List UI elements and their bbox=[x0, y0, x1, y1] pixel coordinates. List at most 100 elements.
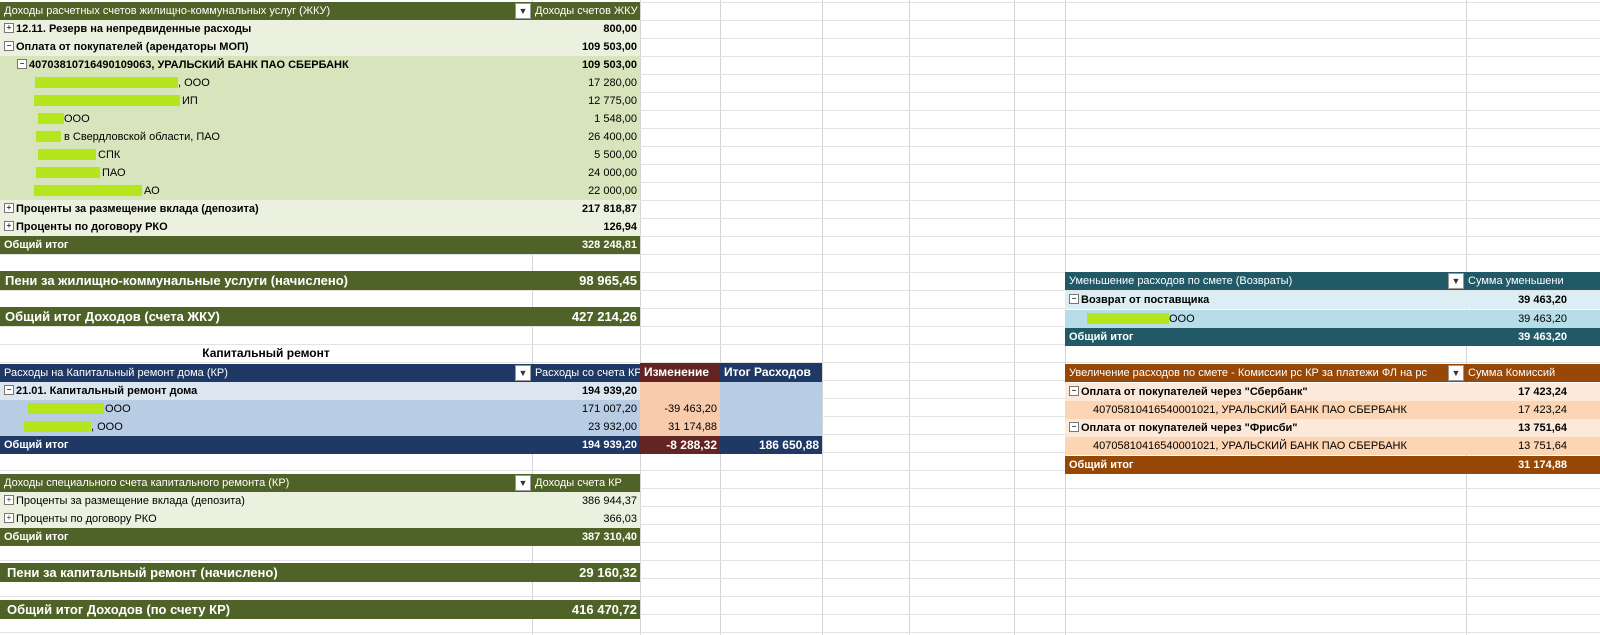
collapse-icon[interactable]: − bbox=[1069, 422, 1079, 433]
kr-exp-row-repair[interactable]: −21.01. Капитальный ремонт дома 194 939,… bbox=[0, 382, 640, 400]
redaction bbox=[34, 185, 142, 196]
grid-line bbox=[0, 578, 1600, 579]
filter-icon[interactable]: ▼ bbox=[515, 365, 531, 381]
commissions-row-sber[interactable]: − Оплата от покупателей через "Сбербанк" … bbox=[1065, 383, 1600, 401]
redaction bbox=[36, 167, 100, 178]
change-cell-2: 31 174,88 bbox=[640, 418, 720, 436]
grid-line bbox=[0, 2, 1600, 3]
commissions-row-frisbi-account: 40705810416540001021, УРАЛЬСКИЙ БАНК ПАО… bbox=[1065, 437, 1600, 455]
kr-inc-row-rko[interactable]: + Проценты по договору РКО 366,03 bbox=[0, 510, 640, 528]
grid-line bbox=[0, 128, 1600, 129]
grid-line bbox=[0, 182, 1600, 183]
gku-row-payer-4: в Свердловской области, ПАО 26 400,00 bbox=[0, 128, 640, 146]
change-header: Изменение bbox=[640, 363, 720, 382]
filter-icon[interactable]: ▼ bbox=[1448, 273, 1464, 289]
commissions-row-frisbi[interactable]: − Оплата от покупателей через "Фрисби" 13… bbox=[1065, 419, 1600, 437]
returns-header: Уменьшение расходов по смете (Возвраты) … bbox=[1065, 272, 1600, 290]
filter-icon[interactable]: ▼ bbox=[515, 3, 531, 19]
gku-row-payer-6: ПАО 24 000,00 bbox=[0, 164, 640, 182]
redaction bbox=[38, 149, 96, 160]
gku-row-payer-7: АО 22 000,00 bbox=[0, 182, 640, 200]
grid-line bbox=[0, 614, 1600, 615]
kr-inc-row-deposit[interactable]: + Проценты за размещение вклада (депозита… bbox=[0, 492, 640, 510]
expand-icon[interactable]: + bbox=[4, 495, 14, 506]
grid-line bbox=[0, 470, 1600, 471]
gku-header: Доходы расчетных счетов жилищно-коммунал… bbox=[0, 2, 640, 20]
gku-row-account[interactable]: −40703810716490109063, УРАЛЬСКИЙ БАНК ПА… bbox=[0, 56, 640, 74]
kr-inc-header: Доходы специального счета капитального р… bbox=[0, 474, 640, 492]
redaction bbox=[28, 403, 104, 414]
total-exp-cells bbox=[720, 382, 822, 436]
redaction bbox=[36, 131, 61, 142]
gku-total: Общий итог 328 248,81 bbox=[0, 236, 640, 254]
kr-title: Капитальный ремонт bbox=[202, 346, 330, 360]
collapse-icon[interactable]: − bbox=[1069, 294, 1079, 305]
grid-line bbox=[0, 20, 1600, 21]
gku-header-label: Доходы расчетных счетов жилищно-коммунал… bbox=[4, 5, 331, 17]
grid-line bbox=[0, 596, 1600, 597]
grid-line bbox=[0, 506, 1600, 507]
filter-icon[interactable]: ▼ bbox=[515, 475, 531, 491]
grid-line bbox=[0, 236, 1600, 237]
expand-icon[interactable]: + bbox=[4, 221, 14, 232]
grid-line bbox=[0, 164, 1600, 165]
gku-row-payer-5: СПК 5 500,00 bbox=[0, 146, 640, 164]
gku-row-deposit[interactable]: + Проценты за размещение вклада (депозита… bbox=[0, 200, 640, 218]
grid-line bbox=[0, 110, 1600, 111]
kr-exp-row-2: , ООО 23 932,00 bbox=[0, 418, 640, 436]
grid-line bbox=[0, 326, 1600, 327]
grid-line bbox=[0, 308, 1600, 309]
gku-row-payer-1: , ООО 17 280,00 bbox=[0, 74, 640, 92]
grid-line bbox=[0, 146, 1600, 147]
grid-line bbox=[0, 200, 1600, 201]
gku-row-payer-2: ИП 12 775,00 bbox=[0, 92, 640, 110]
expand-icon[interactable]: + bbox=[4, 23, 14, 34]
commissions-header: Увеличение расходов по смете - Комиссии … bbox=[1065, 364, 1600, 382]
expand-icon[interactable]: + bbox=[4, 203, 14, 214]
returns-row-company: ООО 39 463,20 bbox=[1065, 310, 1600, 328]
total-exp-final: 186 650,88 bbox=[720, 436, 822, 454]
gku-row-reserve[interactable]: +12.11. Резерв на непредвиденные расходы… bbox=[0, 20, 640, 38]
collapse-icon[interactable]: − bbox=[4, 41, 14, 52]
grid-line bbox=[0, 632, 1600, 633]
collapse-icon[interactable]: − bbox=[4, 385, 14, 396]
redaction bbox=[38, 113, 64, 124]
total-kr: Общий итог Доходов (по счету КР) 416 470… bbox=[0, 600, 640, 619]
grid-line bbox=[0, 38, 1600, 39]
grid-line bbox=[0, 362, 1600, 363]
change-cell-0 bbox=[640, 382, 720, 400]
redaction bbox=[34, 95, 180, 106]
returns-total: Общий итог 39 463,20 bbox=[1065, 328, 1600, 346]
kr-exp-row-1: ООО 171 007,20 bbox=[0, 400, 640, 418]
grid-line bbox=[0, 488, 1600, 489]
grid-line bbox=[0, 542, 1600, 543]
returns-row-supplier[interactable]: − Возврат от поставщика 39 463,20 bbox=[1065, 291, 1600, 309]
grid-line bbox=[0, 560, 1600, 561]
collapse-icon[interactable]: − bbox=[1069, 386, 1079, 397]
redaction bbox=[1087, 313, 1169, 324]
gku-row-mop[interactable]: − Оплата от покупателей (арендаторы МОП) … bbox=[0, 38, 640, 56]
grid-line bbox=[0, 344, 1600, 345]
collapse-icon[interactable]: − bbox=[17, 59, 27, 70]
total-exp-header: Итог Расходов bbox=[720, 363, 822, 382]
total-gku: Общий итог Доходов (счета ЖКУ) 427 214,2… bbox=[0, 307, 640, 326]
kr-exp-header: Расходы на Капитальный ремонт дома (КР) … bbox=[0, 364, 640, 382]
grid-line bbox=[0, 74, 1600, 75]
gku-row-payer-3: ООО 1 548,00 bbox=[0, 110, 640, 128]
peni-kr: Пени за капитальный ремонт (начислено) 2… bbox=[0, 563, 640, 582]
change-cell-1: -39 463,20 bbox=[640, 400, 720, 418]
filter-icon[interactable]: ▼ bbox=[1448, 365, 1464, 381]
commissions-row-sber-account: 40705810416540001021, УРАЛЬСКИЙ БАНК ПАО… bbox=[1065, 401, 1600, 419]
grid-line bbox=[0, 56, 1600, 57]
kr-exp-total: Общий итог 194 939,20 bbox=[0, 436, 640, 454]
grid-line bbox=[0, 524, 1600, 525]
gku-header-value: Доходы счетов ЖКУ bbox=[535, 5, 638, 17]
grid-line bbox=[0, 254, 1600, 255]
redaction bbox=[24, 421, 91, 432]
kr-inc-total: Общий итог 387 310,40 bbox=[0, 528, 640, 546]
gku-row-rko[interactable]: + Проценты по договору РКО 126,94 bbox=[0, 218, 640, 236]
expand-icon[interactable]: + bbox=[4, 513, 14, 524]
commissions-total: Общий итог 31 174,88 bbox=[1065, 456, 1600, 474]
redaction bbox=[35, 77, 178, 88]
grid-line bbox=[0, 218, 1600, 219]
